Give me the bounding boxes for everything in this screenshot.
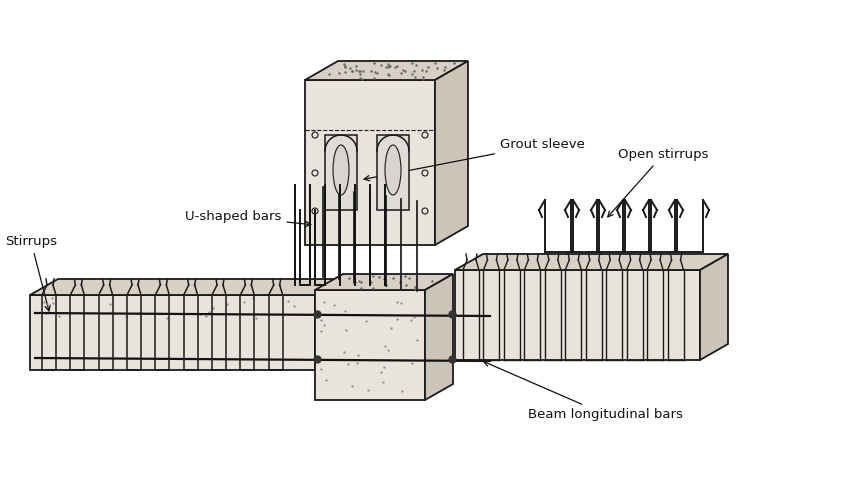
Polygon shape <box>325 135 357 210</box>
Polygon shape <box>455 270 700 360</box>
Polygon shape <box>315 279 343 370</box>
Polygon shape <box>315 274 453 290</box>
Polygon shape <box>30 279 343 295</box>
Polygon shape <box>700 254 728 360</box>
Polygon shape <box>305 61 468 80</box>
Text: Grout sleeve: Grout sleeve <box>364 138 585 181</box>
Ellipse shape <box>385 145 401 195</box>
Polygon shape <box>377 135 409 210</box>
Text: Open stirrups: Open stirrups <box>608 148 709 217</box>
Text: Beam longitudinal bars: Beam longitudinal bars <box>484 361 683 421</box>
Polygon shape <box>435 61 468 245</box>
Polygon shape <box>30 295 315 370</box>
Text: Stirrups: Stirrups <box>5 235 57 311</box>
Polygon shape <box>315 290 425 400</box>
Text: U-shaped bars: U-shaped bars <box>185 210 311 227</box>
Polygon shape <box>455 254 728 270</box>
Ellipse shape <box>333 145 349 195</box>
Polygon shape <box>305 80 435 245</box>
Polygon shape <box>425 274 453 400</box>
